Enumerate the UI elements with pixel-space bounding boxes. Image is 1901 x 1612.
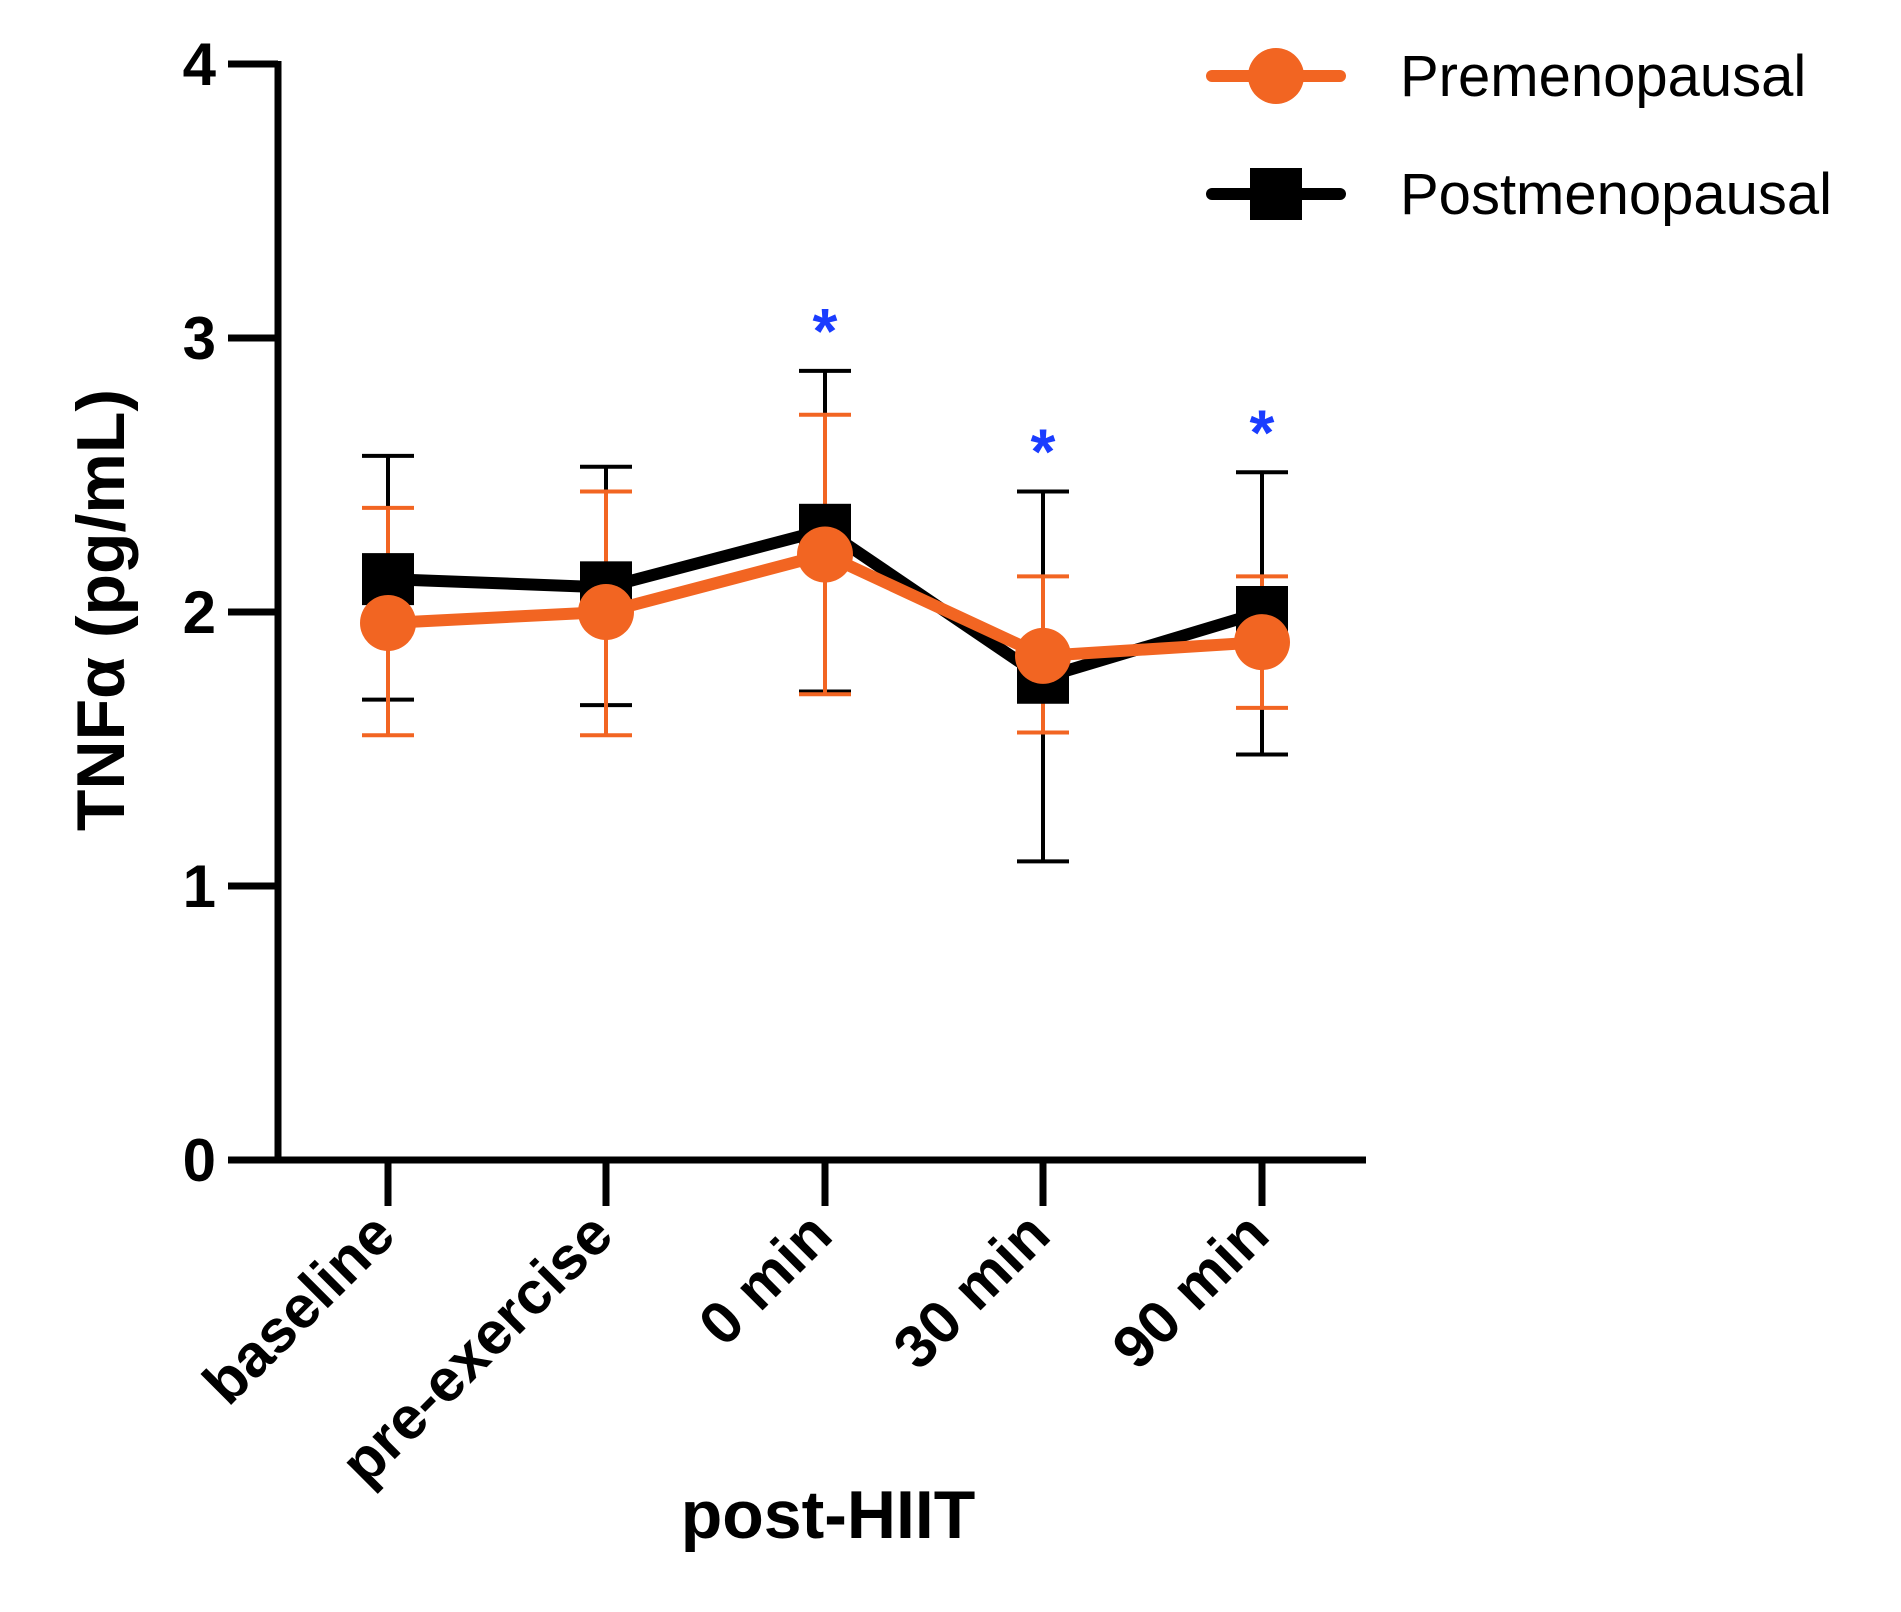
legend: Premenopausal Postmenopausal: [1206, 44, 1832, 227]
legend-item-postmenopausal: Postmenopausal: [1206, 162, 1832, 227]
y-tick-label: 1: [183, 853, 216, 920]
data-point-circle: [797, 526, 853, 583]
x-axis-title: post-HIIT: [681, 1477, 976, 1553]
annotation-layer: * * *: [813, 295, 1275, 488]
significance-star: *: [813, 295, 838, 367]
data-point-circle: [1234, 614, 1290, 671]
data-point-circle: [1015, 627, 1071, 684]
legend-label: Postmenopausal: [1400, 162, 1832, 227]
y-tick-label: 0: [183, 1127, 216, 1194]
y-axis: 0 1 2 3 4: [183, 31, 282, 1194]
series-layer: [360, 368, 1290, 864]
y-tick-label: 4: [183, 31, 217, 98]
x-tick-label: 0 min: [686, 1200, 844, 1358]
data-point-circle: [578, 584, 634, 640]
legend-swatch-circle: [1248, 48, 1304, 104]
y-axis-title: TNFα (pg/mL): [63, 389, 139, 831]
x-tick-label: 90 min: [1099, 1200, 1281, 1382]
legend-swatch-square: [1250, 168, 1302, 220]
series-premenopausal: [360, 526, 1290, 684]
y-tick-label: 3: [183, 305, 216, 372]
x-tick-label: baseline: [190, 1200, 407, 1417]
data-point-circle: [360, 594, 416, 651]
y-tick-label: 2: [183, 579, 216, 646]
significance-star: *: [1031, 415, 1056, 487]
significance-star: *: [1250, 396, 1275, 468]
legend-item-premenopausal: Premenopausal: [1206, 44, 1806, 109]
legend-label: Premenopausal: [1400, 44, 1806, 109]
x-tick-label: 30 min: [880, 1200, 1062, 1382]
